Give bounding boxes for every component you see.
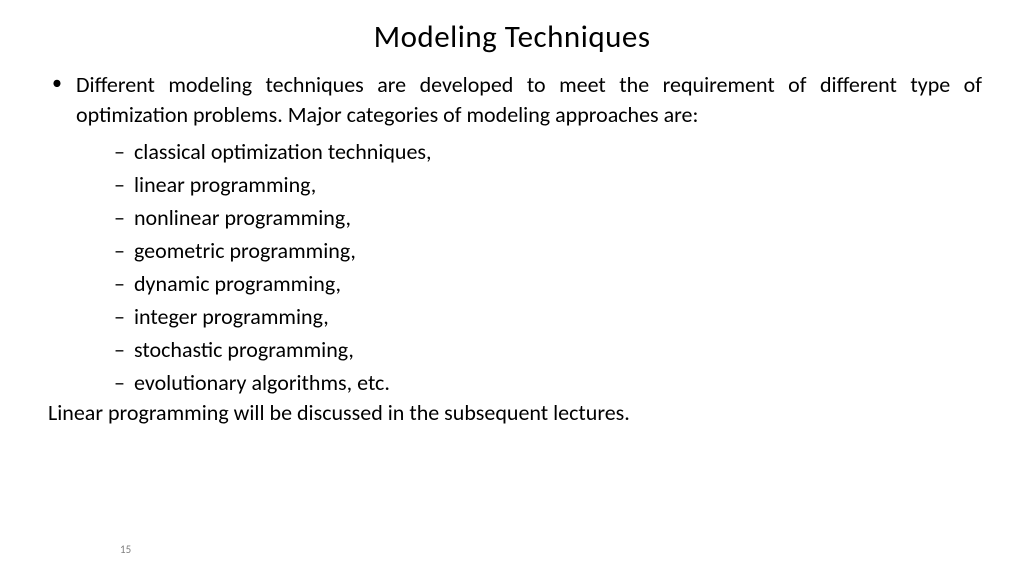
list-item: classical optimization techniques, bbox=[114, 135, 982, 168]
list-item: nonlinear programming, bbox=[114, 201, 982, 234]
list-item: geometric programming, bbox=[114, 234, 982, 267]
list-item: stochastic programming, bbox=[114, 333, 982, 366]
intro-paragraph: Different modeling techniques are develo… bbox=[42, 70, 982, 129]
list-item: evolutionary algorithms, etc. bbox=[114, 366, 982, 399]
list-item: linear programming, bbox=[114, 168, 982, 201]
list-item: integer programming, bbox=[114, 300, 982, 333]
slide-title: Modeling Techniques bbox=[42, 18, 982, 56]
page-number: 15 bbox=[120, 543, 131, 556]
closing-paragraph: Linear programming will be discussed in … bbox=[42, 401, 982, 425]
slide-container: Modeling Techniques Different modeling t… bbox=[0, 0, 1024, 576]
sub-list: classical optimization techniques, linea… bbox=[42, 135, 982, 399]
list-item: dynamic programming, bbox=[114, 267, 982, 300]
